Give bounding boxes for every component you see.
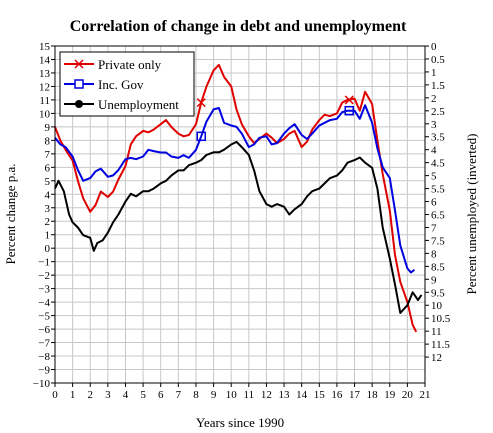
series-layer [54,63,423,333]
left-tick-label: −2 [38,270,50,282]
series-line-inc-gov [54,104,416,274]
x-axis-label: Years since 1990 [196,415,284,430]
right-tick-label: 9 [431,274,437,286]
right-tick-label: 11.5 [431,339,450,351]
x-tick-label: 8 [193,389,199,401]
right-tick-label: 3.5 [431,132,445,144]
series-line-unemployment [54,140,423,314]
right-tick-label: 7.5 [431,235,445,247]
x-tick-label: 19 [384,389,396,401]
x-axis: 0 1 2 3 4 5 6 7 8 9 10 11 12 13 14 15 16 17 18 19 20 21 [52,383,431,401]
left-tick-label: 5 [45,176,51,188]
right-tick-label: 8.5 [431,261,445,273]
left-tick-label: −1 [38,257,50,269]
x-tick-label: 11 [244,389,255,401]
right-tick-label: 9.5 [431,287,445,299]
legend-item-gov: Inc. Gov [64,77,144,92]
legend-marker-x [74,59,84,69]
right-tick-label: 8 [431,248,437,260]
left-tick-label: −7 [38,338,50,350]
left-tick-label: 15 [39,41,51,53]
x-tick-label: 14 [296,389,308,401]
legend-label-private: Private only [98,57,162,72]
chart-title: Correlation of change in debt and unempl… [70,18,407,35]
right-tick-label: 11 [431,326,442,338]
right-tick-label: 10 [431,300,443,312]
legend-item-private: Private only [64,57,162,72]
left-tick-label: 8 [45,135,51,147]
x-tick-label: 15 [314,389,326,401]
left-tick-label: 10 [39,108,51,120]
x-tick-label: 17 [349,389,361,401]
x-tick-label: 9 [211,389,217,401]
left-tick-label: 7 [45,149,51,161]
right-tick-label: 1 [431,67,437,79]
x-tick-label: 2 [87,389,93,401]
right-tick-label: 0.5 [431,54,445,66]
x-tick-label: 18 [367,389,379,401]
y-axis-label-left: Percent change p.a. [3,163,18,264]
right-tick-label: 4 [431,145,437,157]
right-tick-label: 1.5 [431,80,445,92]
x-tick-label: 12 [261,389,272,401]
series-marker-private-only [344,95,354,105]
x-tick-label: 10 [226,389,238,401]
left-tick-label: −5 [38,311,50,323]
legend: Private only Inc. Gov Unemployment [59,51,195,117]
left-tick-label: 1 [45,230,51,242]
x-tick-label: 3 [105,389,111,401]
x-tick-label: 1 [70,389,76,401]
right-tick-label: 2.5 [431,106,445,118]
right-tick-label: 2 [431,93,437,105]
legend-marker-circle [75,100,83,108]
left-tick-label: 3 [45,203,51,215]
left-tick-label: −10 [33,378,51,390]
right-tick-label: 4.5 [431,158,445,170]
series-line-private-only [54,63,418,333]
legend-label-unemployment: Unemployment [98,97,179,112]
right-tick-label: 3 [431,119,437,131]
right-tick-label: 10.5 [431,313,451,325]
left-tick-label: 2 [45,216,51,228]
left-tick-label: 12 [39,81,50,93]
right-axis: 00.511.522.533.544.555.566.577.588.599.5… [425,41,451,364]
series-marker-inc-gov [344,105,354,116]
left-tick-label: 6 [45,162,51,174]
y-axis-label-right: Percent unemployed (inverted) [464,134,479,295]
legend-label-gov: Inc. Gov [98,77,144,92]
right-tick-label: 0 [431,41,437,53]
left-tick-label: 13 [39,68,51,80]
left-tick-label: −4 [38,297,50,309]
x-tick-label: 7 [176,389,182,401]
left-tick-label: 4 [45,189,51,201]
series-marker-private-only [196,98,206,108]
x-tick-label: 6 [158,389,164,401]
left-tick-label: −8 [38,351,50,363]
series-marker-inc-gov [196,131,206,142]
left-axis: −10−9−8−7−6−5−4−3−2−10123456789101112131… [33,41,55,390]
left-tick-label: 14 [39,54,51,66]
left-tick-label: 0 [45,243,51,255]
left-tick-label: 11 [39,95,50,107]
right-tick-label: 6.5 [431,210,445,222]
right-tick-label: 6 [431,197,437,209]
left-tick-label: −3 [38,284,50,296]
x-tick-label: 21 [420,389,431,401]
right-tick-label: 5 [431,171,437,183]
x-tick-label: 16 [331,389,343,401]
x-tick-label: 4 [123,389,129,401]
left-tick-label: −9 [38,365,50,377]
x-tick-label: 5 [140,389,146,401]
legend-item-unemployment: Unemployment [64,97,179,112]
left-tick-label: −6 [38,324,50,336]
x-tick-label: 0 [52,389,58,401]
right-tick-label: 5.5 [431,184,445,196]
x-tick-label: 20 [402,389,414,401]
left-tick-label: 9 [45,122,51,134]
legend-marker-square [74,79,84,89]
x-tick-label: 13 [279,389,291,401]
right-tick-label: 12 [431,352,442,364]
right-tick-label: 7 [431,222,437,234]
